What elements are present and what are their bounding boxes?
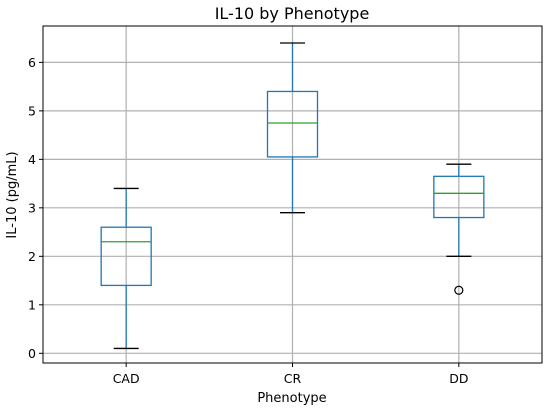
chart-title: IL-10 by Phenotype xyxy=(215,4,370,23)
iqr-box xyxy=(433,175,485,219)
y-tick-label: 1 xyxy=(28,297,36,312)
box-group-cad xyxy=(100,187,152,350)
x-axis-label: Phenotype xyxy=(257,391,326,406)
x-tick-label: CAD xyxy=(113,371,140,386)
y-tick-label: 3 xyxy=(28,200,36,215)
x-tick-label: DD xyxy=(449,371,468,386)
box-layer xyxy=(100,42,485,350)
tick-layer: 0 1 2 3 4 5 6 CAD CR DD xyxy=(28,55,468,386)
y-tick-label: 2 xyxy=(28,249,36,264)
y-tick-label: 6 xyxy=(28,55,36,70)
y-tick-label: 5 xyxy=(28,103,36,118)
iqr-box xyxy=(100,226,152,287)
x-tick-label: CR xyxy=(284,371,302,386)
iqr-box xyxy=(266,90,319,158)
box-group-cr xyxy=(266,42,319,214)
outlier-point xyxy=(454,285,464,295)
y-axis-label: IL-10 (pg/mL) xyxy=(5,151,20,238)
y-tick-label: 0 xyxy=(28,346,36,361)
box-group-dd xyxy=(433,163,485,295)
y-tick-label: 4 xyxy=(28,152,36,167)
